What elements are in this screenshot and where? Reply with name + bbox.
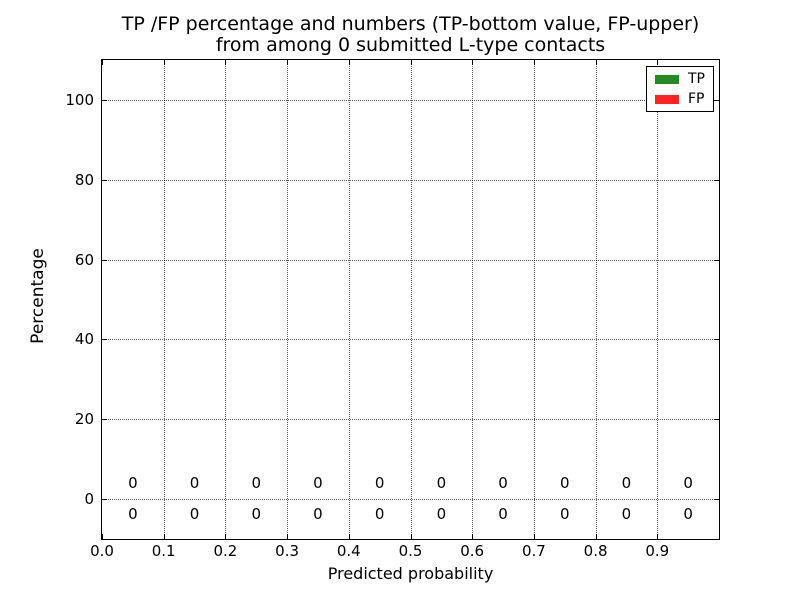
x-tick-mark-top bbox=[163, 60, 165, 65]
value-label-tp: 0 bbox=[251, 505, 262, 523]
y-tick-mark bbox=[102, 419, 107, 421]
y-tick-mark bbox=[102, 99, 107, 101]
x-tick-label: 0.8 bbox=[583, 542, 608, 560]
y-tick-label: 60 bbox=[74, 250, 94, 269]
x-tick-mark-top bbox=[410, 60, 412, 65]
chart-title-line2: from among 0 submitted L-type contacts bbox=[215, 34, 606, 56]
value-label-fp: 0 bbox=[498, 474, 508, 492]
legend-label-fp: FP bbox=[688, 91, 705, 107]
axes-frame bbox=[101, 59, 720, 540]
value-label-tp: 0 bbox=[559, 505, 570, 523]
y-tick-mark-right bbox=[714, 339, 719, 341]
y-tick-mark-right bbox=[714, 259, 719, 261]
x-tick-label: 0.2 bbox=[213, 542, 238, 560]
y-tick-label: 80 bbox=[74, 170, 94, 189]
gridline-vertical bbox=[348, 60, 350, 539]
gridline-vertical bbox=[225, 60, 227, 539]
x-tick-mark-top bbox=[102, 60, 103, 65]
x-tick-mark bbox=[410, 534, 412, 539]
value-label-fp: 0 bbox=[251, 474, 262, 492]
x-tick-label: 0.3 bbox=[275, 542, 300, 560]
y-tick-mark bbox=[102, 339, 107, 341]
x-tick-mark-top bbox=[657, 60, 659, 65]
value-label-tp: 0 bbox=[498, 505, 508, 523]
x-tick-mark-top bbox=[533, 60, 535, 65]
legend-entry-fp: FP bbox=[655, 92, 705, 106]
y-tick-mark-right bbox=[714, 419, 719, 421]
gridline-vertical bbox=[595, 60, 597, 539]
fp-color-swatch bbox=[655, 94, 679, 104]
gridline-vertical bbox=[657, 60, 659, 539]
value-label-fp: 0 bbox=[189, 474, 200, 492]
chart-title: TP /FP percentage and numbers (TP-bottom… bbox=[101, 14, 720, 56]
x-tick-mark bbox=[595, 534, 597, 539]
x-tick-label: 0.1 bbox=[151, 542, 176, 560]
value-label-tp: 0 bbox=[683, 505, 693, 523]
y-tick-mark-right bbox=[714, 179, 719, 181]
gridline-vertical bbox=[533, 60, 535, 539]
value-label-fp: 0 bbox=[374, 474, 385, 492]
gridline-vertical bbox=[163, 60, 165, 539]
y-tick-mark-right bbox=[714, 499, 719, 501]
x-tick-mark bbox=[287, 534, 289, 539]
chart-title-line1: TP /FP percentage and numbers (TP-bottom… bbox=[121, 13, 700, 35]
x-tick-mark-top bbox=[225, 60, 227, 65]
x-tick-label: 0.4 bbox=[336, 542, 361, 560]
gridline-vertical bbox=[410, 60, 412, 539]
x-tick-mark bbox=[472, 534, 474, 539]
x-tick-mark-top bbox=[348, 60, 350, 65]
value-label-tp: 0 bbox=[189, 505, 200, 523]
value-label-fp: 0 bbox=[128, 474, 138, 492]
x-tick-mark-top bbox=[287, 60, 289, 65]
value-label-fp: 0 bbox=[683, 474, 693, 492]
x-tick-label: 0.0 bbox=[90, 542, 114, 560]
x-tick-mark bbox=[225, 534, 227, 539]
gridline-vertical bbox=[287, 60, 289, 539]
tp-color-swatch bbox=[655, 74, 679, 84]
legend-label-tp: TP bbox=[688, 71, 705, 87]
value-label-fp: 0 bbox=[436, 474, 447, 492]
value-label-fp: 0 bbox=[313, 474, 323, 492]
y-tick-label: 0 bbox=[84, 490, 94, 509]
value-label-tp: 0 bbox=[621, 505, 632, 523]
legend-entry-tp: TP bbox=[655, 72, 705, 86]
x-tick-mark bbox=[163, 534, 165, 539]
x-tick-mark bbox=[348, 534, 350, 539]
y-tick-mark-right bbox=[714, 99, 719, 101]
value-label-fp: 0 bbox=[559, 474, 570, 492]
value-label-tp: 0 bbox=[374, 505, 385, 523]
value-label-tp: 0 bbox=[128, 505, 138, 523]
x-tick-mark-top bbox=[595, 60, 597, 65]
x-tick-mark bbox=[102, 534, 103, 539]
y-tick-mark bbox=[102, 499, 107, 501]
y-tick-mark bbox=[102, 259, 107, 261]
x-tick-mark bbox=[533, 534, 535, 539]
y-tick-label: 20 bbox=[74, 410, 94, 429]
legend: TP FP bbox=[646, 66, 714, 112]
y-tick-label: 100 bbox=[65, 90, 94, 109]
value-label-fp: 0 bbox=[621, 474, 632, 492]
value-label-tp: 0 bbox=[436, 505, 447, 523]
x-tick-mark-top bbox=[472, 60, 474, 65]
x-axis-label: Predicted probability bbox=[327, 564, 494, 583]
y-axis-label: Percentage bbox=[28, 248, 48, 344]
gridline-vertical bbox=[472, 60, 474, 539]
x-tick-label: 0.7 bbox=[521, 542, 546, 560]
value-label-tp: 0 bbox=[313, 505, 323, 523]
y-tick-label: 40 bbox=[74, 330, 94, 349]
y-tick-mark bbox=[102, 179, 107, 181]
x-tick-label: 0.5 bbox=[398, 542, 423, 560]
x-tick-label: 0.6 bbox=[460, 542, 485, 560]
x-tick-mark bbox=[657, 534, 659, 539]
x-tick-label: 0.9 bbox=[645, 542, 670, 560]
